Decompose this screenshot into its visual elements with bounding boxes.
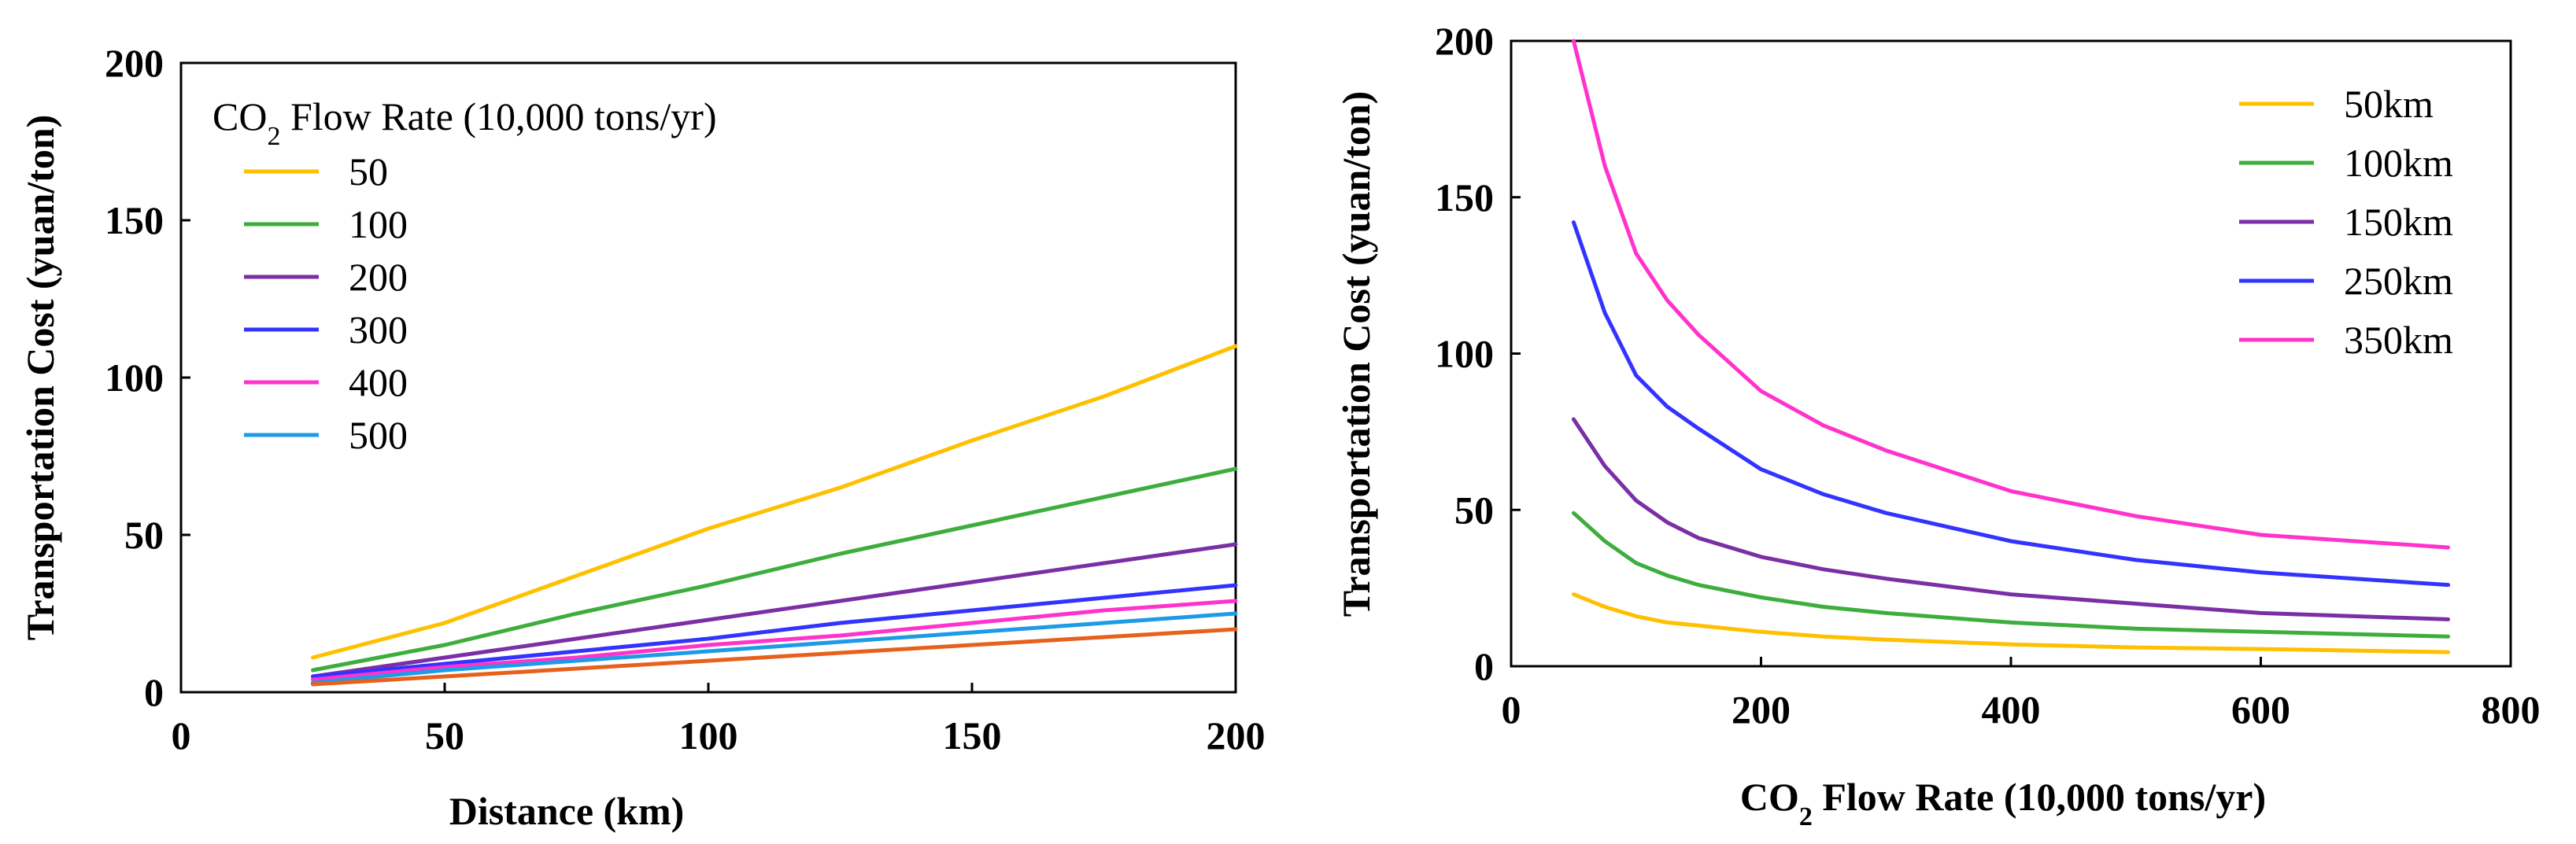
legend-label: 350km [2344,318,2453,362]
series-line-unlabeled [311,627,1238,687]
legend-title-rest: Flow Rate (10,000 tons/yr) [280,94,716,138]
legend-label: 400 [349,360,408,404]
left-y-axis-label: Transportation Cost (yuan/ton) [18,115,62,641]
x-tick-label: 400 [1982,687,2041,732]
y-tick-label: 50 [1454,488,1494,532]
left-plot-frame [179,61,1237,694]
left-y-ticks: 0 50 100 150 200 [105,41,190,714]
x-tick-label: 800 [2482,687,2541,732]
legend-label: 50 [349,149,388,193]
left-x-ticks: 0 50 100 150 200 [172,683,1266,757]
right-chart: 0 50 100 150 200 0 200 400 600 800 CO2 Flow Rate… [1334,19,2541,831]
left-legend-title: CO2 Flow Rate (10,000 tons/yr) [213,94,717,151]
y-tick-label: 0 [1474,644,1494,688]
series-line-400 [311,599,1238,682]
series-line-200 [311,542,1238,679]
legend-title-co: CO [213,94,267,138]
y-tick-label: 200 [1435,19,1494,63]
legend-label: 300 [349,308,408,352]
series-line-100 [311,466,1238,673]
series-line-250km [1571,220,2451,588]
xlabel-subscript: 2 [1799,802,1813,831]
xlabel-rest: Flow Rate (10,000 tons/yr) [1813,775,2266,819]
x-tick-label: 200 [1207,713,1266,757]
series-line-350km [1571,39,2451,550]
y-tick-label: 50 [124,513,164,557]
legend-label: 500 [349,413,408,457]
series-line-150km [1571,417,2451,621]
x-tick-label: 0 [172,713,191,757]
legend-label: 150km [2344,200,2453,244]
left-x-axis-label: Distance (km) [449,789,685,833]
right-series-group [1571,39,2451,654]
right-x-axis-label: CO2 Flow Rate (10,000 tons/yr) [1740,775,2266,831]
right-y-axis-label: Transportation Cost (yuan/ton) [1334,91,1378,617]
right-y-ticks: 0 50 100 150 200 [1435,19,1521,688]
x-tick-label: 100 [679,713,738,757]
x-tick-label: 0 [1502,687,1521,732]
legend-label: 200 [349,255,408,299]
left-legend: 50 100 200 300 400 500 [244,149,408,457]
legend-title-subscript: 2 [267,122,280,151]
right-x-ticks: 0 200 400 600 800 [1502,657,2541,732]
series-line-50km [1571,592,2451,654]
y-tick-label: 100 [1435,332,1494,376]
series-line-300 [311,583,1238,679]
y-tick-label: 150 [1435,175,1494,219]
y-tick-label: 100 [105,356,164,400]
legend-label: 100 [349,202,408,246]
x-tick-label: 50 [425,713,464,757]
y-tick-label: 200 [105,41,164,85]
legend-label: 250km [2344,259,2453,303]
y-tick-label: 0 [144,670,164,714]
series-line-500 [311,611,1238,685]
legend-label: 100km [2344,141,2453,185]
series-line-50 [311,344,1238,660]
x-tick-label: 150 [943,713,1002,757]
y-tick-label: 150 [105,198,164,242]
right-legend: 50km 100km 150km 250km 350km [2239,82,2453,362]
legend-label: 50km [2344,82,2434,126]
xlabel-co: CO [1740,775,1799,819]
x-tick-label: 600 [2231,687,2290,732]
x-tick-label: 200 [1732,687,1791,732]
left-series-group [311,344,1238,687]
series-line-100km [1571,510,2451,639]
